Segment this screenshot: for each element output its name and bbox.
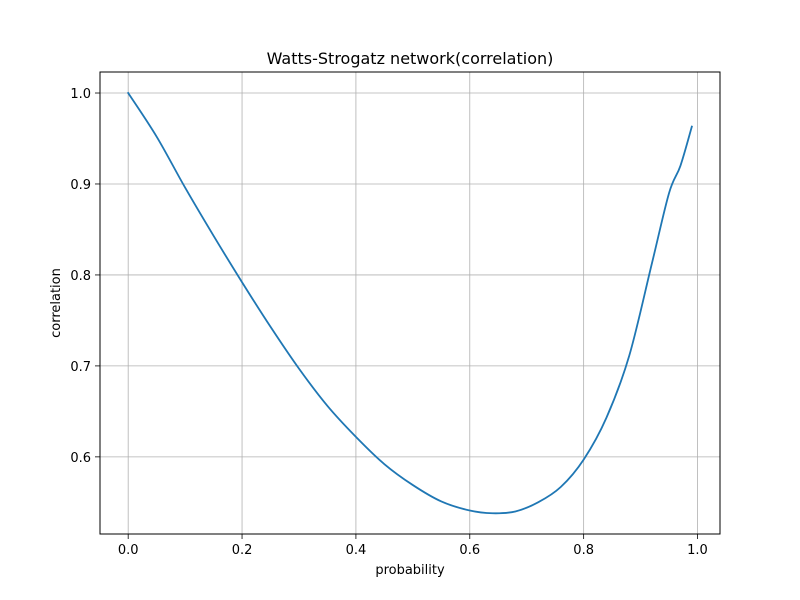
x-tick-label: 0.6 (459, 543, 480, 558)
y-tick-label: 0.8 (70, 269, 91, 284)
x-tick-label: 0.4 (346, 543, 367, 558)
axis-ticks: 0.0 0.2 0.4 0.6 0.8 1.0 0.6 0.7 0.8 0.9 1.0 (70, 87, 708, 558)
x-tick-label: 0.2 (232, 543, 253, 558)
series-line (126, 91, 693, 515)
y-tick-label: 1.0 (70, 87, 91, 102)
y-tick-label: 0.6 (70, 451, 91, 466)
x-tick-label: 1.0 (687, 543, 708, 558)
x-tick-label: 0.0 (118, 543, 139, 558)
series-layer (126, 91, 693, 515)
y-tick-label: 0.7 (70, 360, 91, 375)
y-tick-label: 0.9 (70, 178, 91, 193)
y-axis-label: correlation (49, 268, 64, 338)
plot-area-frame (99, 71, 721, 535)
grid (100, 72, 720, 534)
chart-title: Watts-Strogatz network(correlation) (267, 49, 554, 68)
x-axis-label: probability (375, 563, 445, 578)
x-tick-label: 0.8 (573, 543, 594, 558)
